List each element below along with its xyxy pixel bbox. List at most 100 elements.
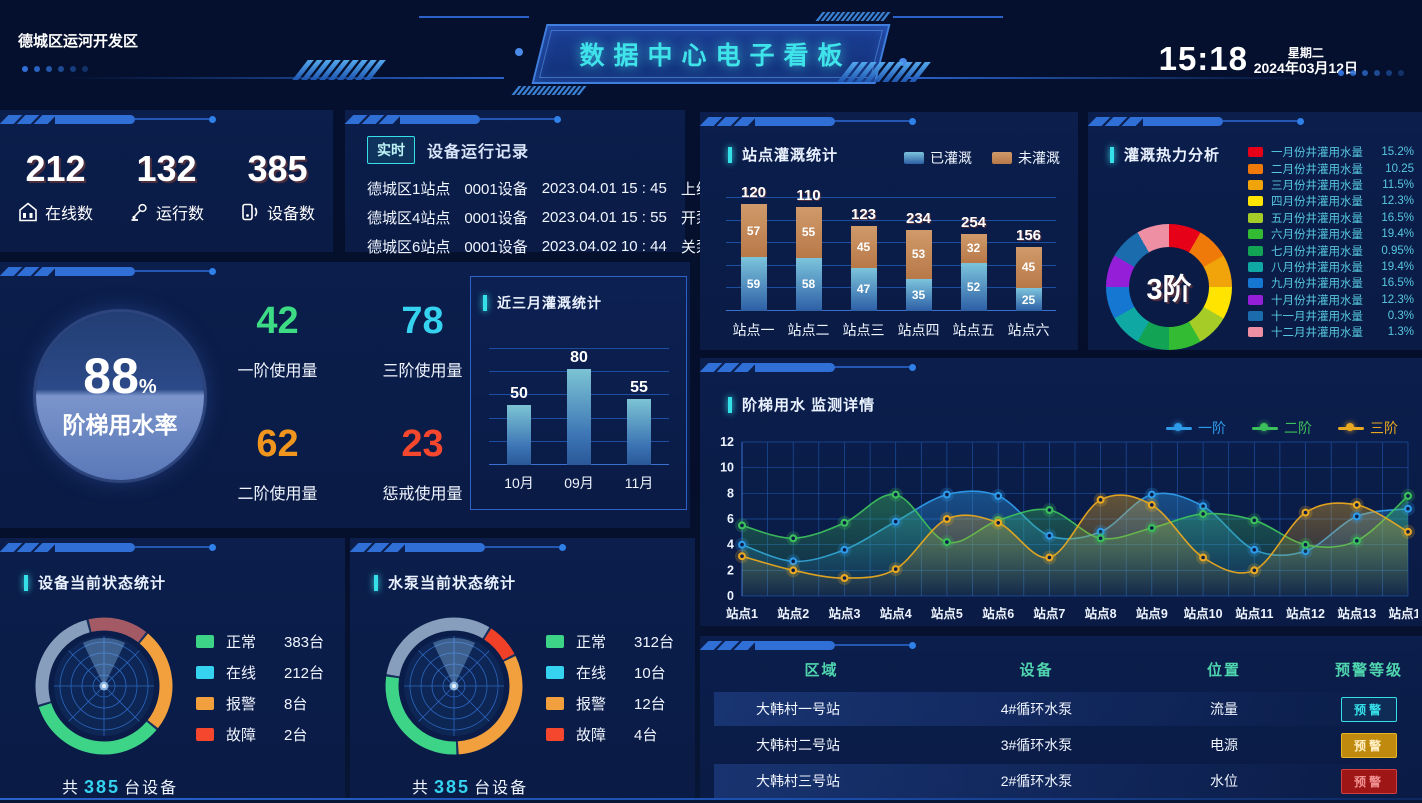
heat-legend-swatch bbox=[1248, 245, 1263, 256]
alert-table-panel: 区域 设备 位置 预警等级 大韩村一号站 4#循环水泵 流量 预警 大韩村二号站 3#循环… bbox=[699, 636, 1422, 800]
heat-legend-value: 15.2% bbox=[1381, 146, 1414, 159]
status-legend-count: 4台 bbox=[634, 727, 658, 744]
status-legend-label: 报警 bbox=[576, 696, 607, 713]
alert-badge[interactable]: 预警 bbox=[1341, 696, 1397, 722]
title-line-topright bbox=[893, 16, 1003, 18]
col-position: 位置 bbox=[1206, 661, 1241, 679]
header-slashes-left bbox=[292, 60, 386, 80]
heat-legend-item[interactable]: 三月份井灌用水量 11.5% bbox=[1248, 177, 1414, 193]
svg-text:站点3: 站点3 bbox=[829, 606, 861, 621]
heat-legend-swatch bbox=[1248, 229, 1263, 240]
heat-legend-item[interactable]: 十月份井灌用水量 12.3% bbox=[1248, 292, 1414, 308]
status-legend-count: 2台 bbox=[284, 727, 308, 744]
line-legend-item-二阶[interactable]: 二阶 bbox=[1252, 418, 1312, 438]
status-legend-swatch bbox=[546, 697, 564, 710]
status-legend-count: 212台 bbox=[284, 665, 325, 682]
status-legend-item-报警[interactable]: 报警 12台 bbox=[546, 688, 674, 719]
pump-status-legend: 正常 312台 在线 10台 报警 12台 故障 4台 bbox=[546, 626, 674, 750]
device-status-panel: 设备当前状态统计 正常 383台 在线 212台 报警 8台 故障 2台 共 385 台设备 bbox=[0, 538, 345, 800]
status-legend-label: 正常 bbox=[576, 634, 607, 651]
log-header: 实时 设备运行记录 bbox=[367, 136, 529, 164]
bar-total-label: 120 bbox=[740, 184, 767, 202]
status-legend-item-在线[interactable]: 在线 212台 bbox=[196, 657, 324, 688]
cell-position: 流量 bbox=[1210, 701, 1238, 717]
dot bbox=[1374, 70, 1380, 76]
status-legend-item-正常[interactable]: 正常 312台 bbox=[546, 626, 674, 657]
heat-legend-item[interactable]: 七月份井灌用水量 0.95% bbox=[1248, 242, 1414, 258]
header-dots-left bbox=[22, 66, 88, 72]
heat-legend-item[interactable]: 九月份井灌用水量 16.5% bbox=[1248, 275, 1414, 291]
mini-bar-column: 50 bbox=[499, 385, 539, 465]
log-station: 德城区6站点 bbox=[367, 239, 451, 256]
line-legend-marker bbox=[1338, 423, 1364, 431]
bar-segment-unirrigated: 53 bbox=[905, 230, 932, 279]
status-legend-swatch bbox=[196, 697, 214, 710]
panel-top-decoration bbox=[349, 541, 566, 553]
heat-legend-item[interactable]: 二月份井灌用水量 10.25 bbox=[1248, 160, 1414, 176]
heat-legend-label: 十月份井灌用水量 bbox=[1271, 294, 1363, 307]
line-legend-label: 二阶 bbox=[1284, 420, 1312, 436]
water-rate-panel: 88 % 阶梯用水率 42 一阶使用量 78 三阶使用量 62 二阶使用量 23 惩戒使用量 … bbox=[0, 262, 690, 528]
bar-segment-irrigated: 58 bbox=[795, 257, 822, 311]
dot bbox=[82, 66, 88, 72]
heat-legend-item[interactable]: 十一月井灌用水量 0.3% bbox=[1248, 308, 1414, 324]
alert-badge[interactable]: 预警 bbox=[1341, 732, 1397, 758]
status-legend-item-故障[interactable]: 故障 2台 bbox=[196, 719, 324, 750]
alert-badge[interactable]: 预警 bbox=[1341, 768, 1397, 794]
legend-label: 已灌溉 bbox=[930, 150, 972, 166]
heat-legend-item[interactable]: 一月份井灌用水量 15.2% bbox=[1248, 144, 1414, 160]
status-legend-label: 正常 bbox=[226, 634, 257, 651]
status-legend-item-故障[interactable]: 故障 4台 bbox=[546, 719, 674, 750]
legend-swatch bbox=[904, 152, 924, 164]
usage-stat-label: 一阶使用量 bbox=[237, 363, 318, 380]
line-legend-label: 一阶 bbox=[1198, 420, 1226, 436]
bar-segment-unirrigated: 55 bbox=[795, 207, 822, 258]
status-legend-item-正常[interactable]: 正常 383台 bbox=[196, 626, 324, 657]
status-legend-swatch bbox=[546, 635, 564, 648]
device-status-radar bbox=[28, 610, 180, 767]
gridline bbox=[726, 287, 1056, 289]
heat-legend-item[interactable]: 六月份井灌用水量 19.4% bbox=[1248, 226, 1414, 242]
gridline bbox=[726, 219, 1056, 221]
legend-swatch bbox=[992, 152, 1012, 164]
usage-stat: 23 惩戒使用量 bbox=[350, 423, 495, 504]
legend-item-未灌溉[interactable]: 未灌溉 bbox=[992, 148, 1060, 168]
heat-legend-value: 10.25 bbox=[1385, 162, 1414, 175]
cell-level: 预警 bbox=[1304, 696, 1422, 722]
line-legend-item-三阶[interactable]: 三阶 bbox=[1338, 418, 1398, 438]
recent-bar-chart: 50 80 55 bbox=[489, 348, 669, 465]
log-title: 设备运行记录 bbox=[427, 144, 530, 161]
bar-segment-irrigated: 47 bbox=[850, 267, 877, 311]
stat-devices: 385 设备数 bbox=[240, 148, 315, 224]
mini-bar-columns: 50 80 55 bbox=[489, 349, 669, 465]
stack-legend: 已灌溉 未灌溉 bbox=[904, 148, 1060, 168]
heat-legend-item[interactable]: 四月份井灌用水量 12.3% bbox=[1248, 193, 1414, 209]
table-header: 区域 设备 位置 预警等级 bbox=[714, 652, 1408, 686]
svg-text:站点7: 站点7 bbox=[1033, 606, 1065, 621]
header-dots-right bbox=[1338, 70, 1404, 76]
heat-legend: 一月份井灌用水量 15.2% 二月份井灌用水量 10.25 三月份井灌用水量 11.5% 四… bbox=[1248, 144, 1414, 341]
heat-legend-swatch bbox=[1248, 163, 1263, 174]
heat-legend-label: 四月份井灌用水量 bbox=[1271, 196, 1363, 209]
title-line-topleft bbox=[419, 16, 529, 18]
heat-legend-item[interactable]: 十二月井灌用水量 1.3% bbox=[1248, 324, 1414, 340]
cell-area: 大韩村三号站 bbox=[756, 773, 840, 789]
bar-column: 254 32 52 bbox=[952, 214, 996, 311]
dot bbox=[70, 66, 76, 72]
title-slashes-top bbox=[815, 12, 891, 21]
bar-column: 110 55 58 bbox=[787, 187, 831, 311]
line-legend-marker bbox=[1166, 423, 1192, 431]
line-legend-item-一阶[interactable]: 一阶 bbox=[1166, 418, 1226, 438]
svg-text:2: 2 bbox=[727, 563, 734, 577]
status-legend-item-在线[interactable]: 在线 10台 bbox=[546, 657, 674, 688]
heat-legend-item[interactable]: 五月份井灌用水量 16.5% bbox=[1248, 210, 1414, 226]
status-legend-item-报警[interactable]: 报警 8台 bbox=[196, 688, 324, 719]
radar-svg bbox=[385, 617, 523, 755]
legend-item-已灌溉[interactable]: 已灌溉 bbox=[904, 148, 972, 168]
heat-legend-item[interactable]: 八月份井灌用水量 19.4% bbox=[1248, 259, 1414, 275]
heat-legend-value: 19.4% bbox=[1381, 228, 1414, 241]
status-legend-label: 在线 bbox=[226, 665, 257, 682]
dot bbox=[1398, 70, 1404, 76]
stats-panel: 212 在线数 132 运行数 385 设备数 bbox=[0, 110, 333, 252]
